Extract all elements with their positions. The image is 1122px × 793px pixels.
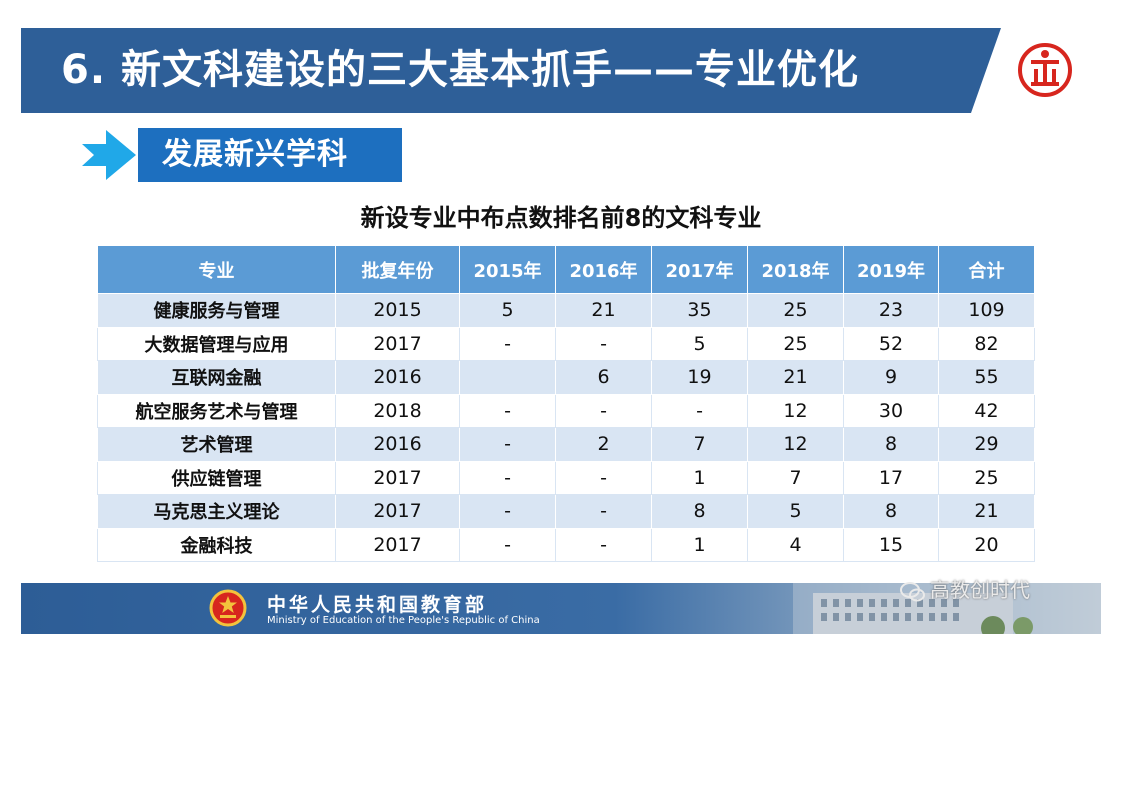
table-row: 供应链管理 2017 - - 1 7 17 25 [97,460,1035,495]
count-2018: 7 [747,460,844,495]
approval-year: 2017 [335,494,460,529]
total: 29 [938,427,1035,462]
count-2017: 1 [651,527,748,562]
count-2019: 30 [843,393,939,428]
logo-panel [971,28,1101,113]
count-2016: - [555,527,652,562]
table-row: 互联网金融 2016 6 19 21 9 55 [97,360,1035,395]
column-header: 专业 [97,245,336,294]
arrow-right-icon [82,130,136,180]
total: 109 [938,293,1035,328]
total: 42 [938,393,1035,428]
count-2018: 12 [747,393,844,428]
wechat-icon [900,581,925,601]
ministry-name-en: Ministry of Education of the People's Re… [267,615,540,626]
count-2019: 9 [843,360,939,395]
count-2018: 4 [747,527,844,562]
total: 82 [938,326,1035,361]
major-name: 金融科技 [97,527,336,562]
count-2018: 25 [747,326,844,361]
total: 25 [938,460,1035,495]
count-2019: 23 [843,293,939,328]
column-header: 2016年 [555,245,652,294]
slide-title: 6. 新文科建设的三大基本抓手——专业优化 [61,47,859,93]
approval-year: 2017 [335,326,460,361]
table-row: 金融科技 2017 - - 1 4 15 20 [97,527,1035,562]
table-header-row: 专业 批复年份 2015年 2016年 2017年 2018年 2019年 合计 [97,245,1035,294]
count-2019: 8 [843,494,939,529]
count-2019: 52 [843,326,939,361]
count-2016: 21 [555,293,652,328]
major-name: 互联网金融 [97,360,336,395]
section-label: 发展新兴学科 [138,128,402,182]
column-header: 2017年 [651,245,748,294]
count-2016: - [555,326,652,361]
table-title: 新设专业中布点数排名前8的文科专业 [360,204,762,232]
count-2016: - [555,460,652,495]
count-2015: - [459,527,556,562]
count-2015: - [459,494,556,529]
major-name: 大数据管理与应用 [97,326,336,361]
major-name: 艺术管理 [97,427,336,462]
total: 55 [938,360,1035,395]
major-name: 健康服务与管理 [97,293,336,328]
column-header: 2018年 [747,245,844,294]
table-row: 大数据管理与应用 2017 - - 5 25 52 82 [97,326,1035,361]
table-row: 马克思主义理论 2017 - - 8 5 8 21 [97,494,1035,529]
count-2015: - [459,427,556,462]
count-2015: - [459,393,556,428]
section-heading: 发展新兴学科 [82,128,422,182]
total: 20 [938,527,1035,562]
count-2017: 35 [651,293,748,328]
count-2016: 2 [555,427,652,462]
column-header: 2019年 [843,245,939,294]
count-2016: - [555,393,652,428]
column-header: 批复年份 [335,245,460,294]
count-2016: 6 [555,360,652,395]
count-2019: 17 [843,460,939,495]
count-2017: 8 [651,494,748,529]
column-header: 2015年 [459,245,556,294]
count-2016: - [555,494,652,529]
count-2018: 21 [747,360,844,395]
count-2019: 15 [843,527,939,562]
national-emblem-icon [209,589,247,627]
count-2017: - [651,393,748,428]
count-2017: 5 [651,326,748,361]
approval-year: 2018 [335,393,460,428]
approval-year: 2017 [335,527,460,562]
count-2015: - [459,460,556,495]
count-2017: 19 [651,360,748,395]
approval-year: 2016 [335,427,460,462]
total: 21 [938,494,1035,529]
watermark: 高教创时代 [900,574,1030,603]
column-header: 合计 [938,245,1035,294]
slide-header: 6. 新文科建设的三大基本抓手——专业优化 [21,28,1101,113]
count-2015: 5 [459,293,556,328]
count-2015: - [459,326,556,361]
table-row: 航空服务艺术与管理 2018 - - - 12 30 42 [97,393,1035,428]
count-2018: 5 [747,494,844,529]
approval-year: 2015 [335,293,460,328]
ministry-name-cn: 中华人民共和国教育部 [267,594,488,616]
ranking-table: 专业 批复年份 2015年 2016年 2017年 2018年 2019年 合计… [97,245,1035,562]
table-row: 健康服务与管理 2015 5 21 35 25 23 109 [97,293,1035,328]
approval-year: 2016 [335,360,460,395]
count-2015 [459,360,556,395]
ministry-footer: 中华人民共和国教育部 Ministry of Education of the … [21,583,1101,634]
count-2019: 8 [843,427,939,462]
major-name: 航空服务艺术与管理 [97,393,336,428]
approval-year: 2017 [335,460,460,495]
count-2017: 7 [651,427,748,462]
table-row: 艺术管理 2016 - 2 7 12 8 29 [97,427,1035,462]
building-photo [793,583,1101,634]
major-name: 马克思主义理论 [97,494,336,529]
university-seal-icon [1018,43,1072,97]
major-name: 供应链管理 [97,460,336,495]
count-2017: 1 [651,460,748,495]
count-2018: 12 [747,427,844,462]
count-2018: 25 [747,293,844,328]
watermark-text: 高教创时代 [930,578,1030,602]
